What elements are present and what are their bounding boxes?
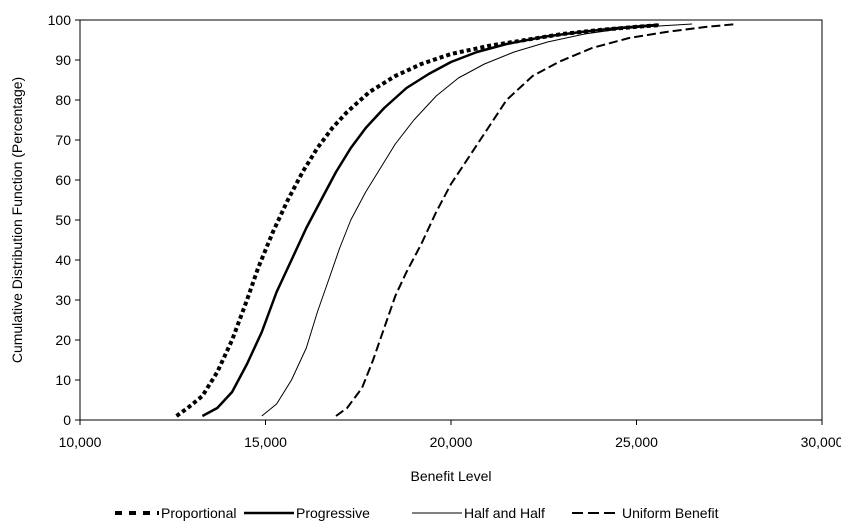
plot-area: 10,000 15,000 20,000 25,000 30,000 0 10 20 30 40… <box>48 12 841 450</box>
series-line-progressive <box>201 23 659 418</box>
legend-label-progressive: Progressive <box>296 505 370 521</box>
legend-label-half-and-half: Half and Half <box>464 505 545 521</box>
series-line-half-and-half <box>261 23 693 417</box>
x-tick-label: 30,000 <box>801 434 841 450</box>
legend: Proportional Progressive Half and Half Unif… <box>115 505 719 521</box>
plot-frame <box>79 19 823 421</box>
y-tick-label: 80 <box>55 92 71 108</box>
y-axis-title: Cumulative Distribution Function (Percen… <box>9 77 25 363</box>
legend-label-uniform-benefit: Uniform Benefit <box>622 505 719 521</box>
y-tick-label: 0 <box>63 412 71 428</box>
y-tick-label: 10 <box>55 372 71 388</box>
x-tick-label: 15,000 <box>244 434 287 450</box>
x-tick-label: 10,000 <box>59 434 102 450</box>
y-tick-label: 60 <box>55 172 71 188</box>
series-layer <box>175 23 737 418</box>
y-tick-label: 20 <box>55 332 71 348</box>
x-tick-label: 20,000 <box>430 434 473 450</box>
x-tick-label: 25,000 <box>615 434 658 450</box>
y-tick-label: 90 <box>55 52 71 68</box>
x-axis-title: Benefit Level <box>411 468 492 484</box>
y-tick-label: 100 <box>48 12 72 28</box>
y-axis: 0 10 20 30 40 50 60 70 80 90 100 <box>48 12 80 428</box>
legend-label-proportional: Proportional <box>161 505 237 521</box>
y-tick-label: 30 <box>55 292 71 308</box>
x-axis: 10,000 15,000 20,000 25,000 30,000 <box>59 420 841 450</box>
y-tick-label: 50 <box>55 212 71 228</box>
series-line-uniform-benefit <box>335 23 737 417</box>
y-tick-label: 40 <box>55 252 71 268</box>
y-tick-label: 70 <box>55 132 71 148</box>
